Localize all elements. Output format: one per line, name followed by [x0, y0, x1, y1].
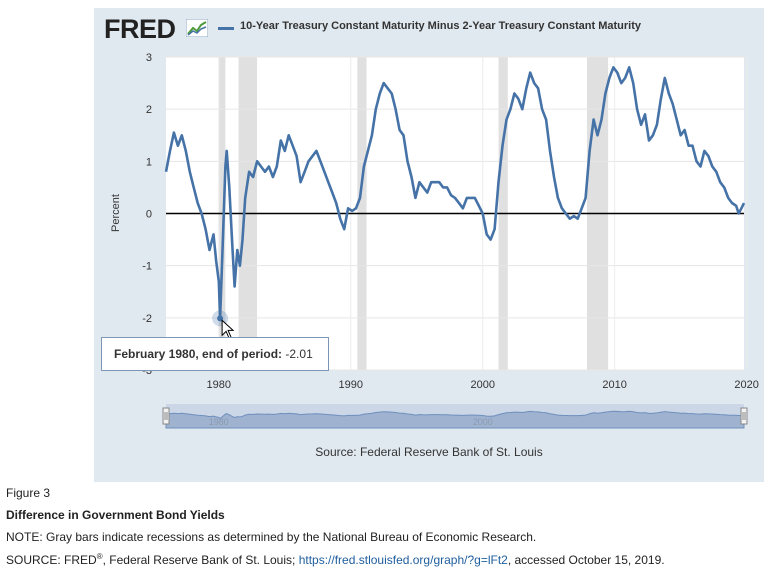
source-middle: , Federal Reserve Bank of St. Louis;	[102, 553, 299, 567]
source-link[interactable]: https://fred.stlouisfed.org/graph/?g=lFt…	[298, 553, 508, 567]
navigator-label: 1980	[209, 417, 229, 427]
y-tick-label: 3	[146, 52, 152, 64]
x-tick-label: 1980	[207, 379, 231, 391]
source-prefix: SOURCE: FRED	[6, 553, 97, 567]
y-tick-labels: -3 -2 -1 0 1 2 3	[142, 52, 152, 377]
figure-source: SOURCE: FRED®, Federal Reserve Bank of S…	[6, 552, 665, 567]
y-tick-label: -2	[142, 313, 152, 325]
tooltip-label: February 1980, end of period:	[114, 347, 283, 361]
series-line[interactable]	[164, 66, 746, 320]
y-axis-label: Percent	[110, 194, 122, 232]
figure-title: Difference in Government Bond Yields	[6, 508, 225, 522]
x-tick-labels: 1980 1990 2000 2010 2020	[207, 379, 759, 391]
range-navigator[interactable]: 1980 2000	[162, 404, 748, 429]
legend-swatch	[218, 27, 234, 30]
y-tick-label: 2	[146, 104, 152, 116]
figure-label: Figure 3	[6, 486, 51, 500]
data-tooltip: February 1980, end of period: -2.01	[101, 337, 329, 371]
x-tick-label: 2000	[470, 379, 494, 391]
navigator-label: 2000	[473, 417, 493, 427]
y-axis-title: Percent	[110, 194, 122, 232]
series-path[interactable]	[164, 66, 746, 320]
navigator-series	[165, 410, 745, 429]
navigator-handle[interactable]	[740, 407, 748, 425]
fred-trend-icon	[186, 19, 208, 37]
fred-logo[interactable]: FRED	[104, 14, 176, 44]
y-tick-label: -3	[142, 365, 152, 377]
source-suffix: , accessed October 15, 2019.	[507, 553, 665, 567]
x-tick-label: 2020	[734, 379, 758, 391]
registered-mark: ®	[96, 552, 103, 561]
y-tick-label: -1	[142, 261, 152, 273]
tooltip-value: -2.01	[285, 347, 313, 361]
legend-entry[interactable]: 10-Year Treasury Constant Maturity Minus…	[240, 20, 642, 32]
figure-note: NOTE: Gray bars indicate recessions as d…	[6, 530, 537, 544]
chart-source: Source: Federal Reserve Bank of St. Loui…	[315, 445, 543, 459]
navigator-handle[interactable]	[162, 407, 170, 425]
y-tick-label: 0	[146, 209, 152, 221]
y-tick-label: 1	[146, 156, 152, 168]
x-tick-label: 2010	[602, 379, 626, 391]
x-tick-label: 1990	[339, 379, 363, 391]
